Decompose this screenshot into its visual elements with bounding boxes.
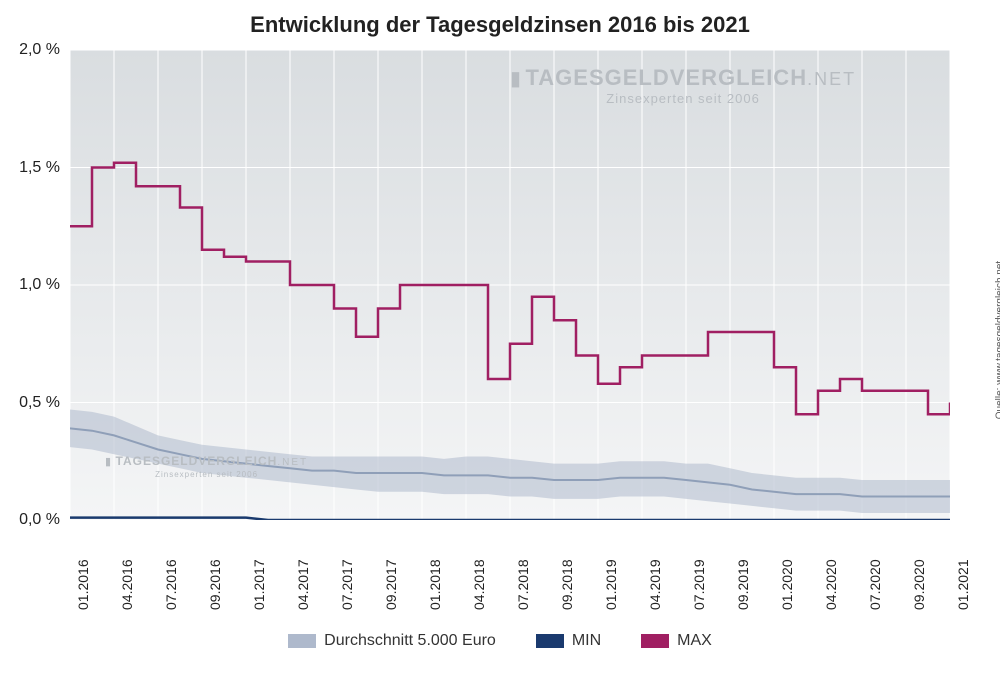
chart-title: Entwicklung der Tagesgeldzinsen 2016 bis…: [0, 12, 1000, 38]
legend-item-max: MAX: [641, 632, 712, 650]
legend-swatch: [641, 634, 669, 648]
x-tick-label: 04.2020: [823, 559, 839, 610]
plot-area: [70, 50, 950, 520]
x-tick-label: 07.2017: [339, 559, 355, 610]
x-tick-label: 07.2020: [867, 559, 883, 610]
x-tick-label: 04.2016: [119, 559, 135, 610]
y-tick-label: 0,0 %: [19, 511, 60, 529]
x-tick-label: 01.2018: [427, 559, 443, 610]
y-axis-labels: 0,0 %0,5 %1,0 %1,5 %2,0 %: [0, 50, 65, 520]
y-tick-label: 2,0 %: [19, 41, 60, 59]
legend-label: MAX: [677, 632, 712, 650]
x-tick-label: 07.2018: [515, 559, 531, 610]
x-tick-label: 09.2016: [207, 559, 223, 610]
x-tick-label: 09.2017: [383, 559, 399, 610]
x-tick-label: 04.2019: [647, 559, 663, 610]
x-tick-label: 09.2019: [735, 559, 751, 610]
x-tick-label: 01.2019: [603, 559, 619, 610]
x-tick-label: 04.2018: [471, 559, 487, 610]
x-tick-label: 01.2020: [779, 559, 795, 610]
legend-item-avg: Durchschnitt 5.000 Euro: [288, 632, 496, 650]
legend-swatch: [536, 634, 564, 648]
x-tick-label: 09.2020: [911, 559, 927, 610]
legend: Durchschnitt 5.000 Euro MIN MAX: [0, 632, 1000, 653]
x-tick-label: 04.2017: [295, 559, 311, 610]
chart-container: Entwicklung der Tagesgeldzinsen 2016 bis…: [0, 0, 1000, 682]
x-tick-label: 09.2018: [559, 559, 575, 610]
legend-item-min: MIN: [536, 632, 601, 650]
x-tick-label: 01.2016: [75, 559, 91, 610]
x-tick-label: 07.2016: [163, 559, 179, 610]
source-text: Quelle: www.tagesgeldvergleich.net: [994, 261, 1000, 419]
y-tick-label: 0,5 %: [19, 394, 60, 412]
legend-label: MIN: [572, 632, 601, 650]
legend-label: Durchschnitt 5.000 Euro: [324, 632, 496, 650]
y-tick-label: 1,0 %: [19, 276, 60, 294]
x-tick-label: 07.2019: [691, 559, 707, 610]
x-tick-label: 01.2017: [251, 559, 267, 610]
x-axis-labels: 01.2016 04.2016 07.2016 09.2016 01.2017 04.20…: [70, 525, 950, 615]
x-tick-label: 01.2021: [955, 559, 971, 610]
y-tick-label: 1,5 %: [19, 159, 60, 177]
legend-swatch: [288, 634, 316, 648]
